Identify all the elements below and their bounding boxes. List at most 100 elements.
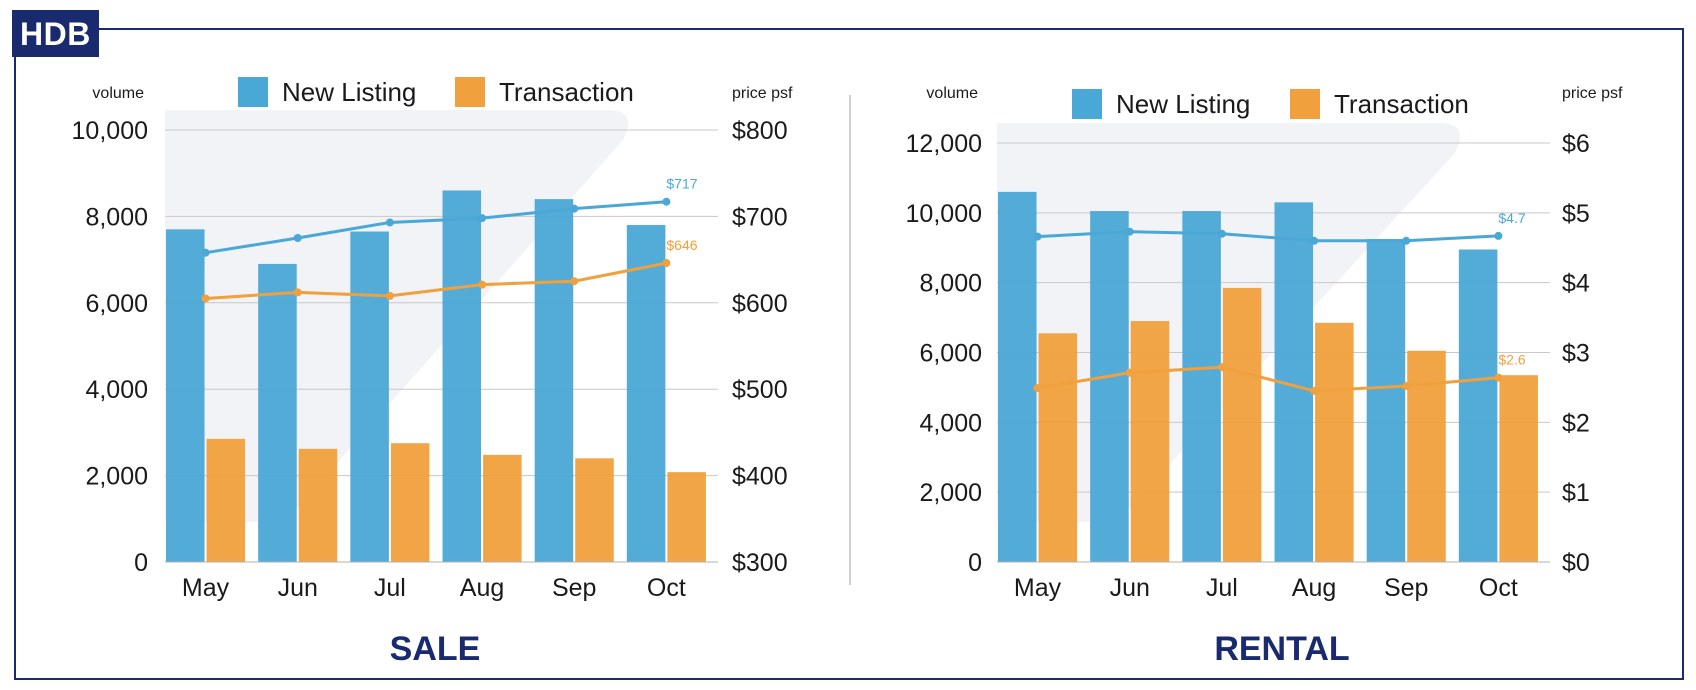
x-tick-label: Jul (1206, 574, 1238, 602)
hdb-badge: HDB (12, 10, 99, 57)
x-tick-label: Jul (374, 574, 406, 602)
x-tick-label: Jun (1110, 574, 1150, 602)
bar-transaction (298, 448, 338, 562)
line-end-label: $717 (666, 176, 697, 192)
bar-transaction (1499, 375, 1538, 562)
bar-transaction (206, 438, 246, 562)
bar-transaction (1130, 321, 1170, 562)
y2-tick-label: $700 (732, 203, 788, 231)
bar-new-listing (998, 191, 1037, 562)
y2-tick-label: $3 (1562, 340, 1590, 368)
y-tick-label: 10,000 (72, 117, 148, 145)
left-axis-label: volume (926, 85, 978, 102)
x-tick-label: Aug (460, 574, 504, 602)
bar-transaction (1222, 287, 1262, 562)
x-tick-label: Sep (1384, 574, 1428, 602)
bar-new-listing (626, 225, 666, 563)
line-point (570, 277, 579, 286)
x-tick-label: May (182, 574, 230, 602)
line-point (293, 234, 302, 242)
x-tick-label: Oct (1479, 574, 1518, 602)
line-point (385, 291, 394, 300)
bar-new-listing (1182, 211, 1221, 562)
line-point (1125, 227, 1134, 236)
line-point (1494, 373, 1503, 382)
legend-swatch-new-listing (238, 77, 268, 107)
line-new-listing-price (205, 200, 667, 255)
y-tick-label: 2,000 (919, 479, 982, 507)
y-tick-label: 4,000 (919, 409, 982, 437)
bar-new-listing (350, 231, 389, 562)
x-tick-label: Jun (278, 574, 318, 602)
legend-swatch-transaction (1290, 89, 1320, 119)
bar-new-listing (258, 263, 297, 562)
legend-swatch-transaction (455, 77, 485, 107)
chart-title: SALE (390, 630, 481, 668)
line-point (662, 259, 671, 268)
y2-tick-label: $4 (1562, 270, 1590, 298)
bar-new-listing (1090, 211, 1129, 562)
y-tick-label: 0 (968, 549, 982, 577)
line-point (293, 288, 302, 297)
line-point (478, 280, 487, 289)
line-point (1310, 236, 1319, 245)
right-axis-label: price psf (1562, 85, 1623, 102)
x-tick-label: Oct (647, 574, 686, 602)
y2-tick-label: $5 (1562, 200, 1590, 228)
y-tick-label: 12,000 (906, 130, 982, 158)
line-end-label: $2.6 (1498, 352, 1525, 368)
line-point (478, 214, 487, 223)
line-transaction-price (205, 261, 667, 300)
line-point (201, 294, 210, 303)
x-tick-label: Aug (1292, 574, 1336, 602)
legend-label: New Listing (1116, 89, 1250, 119)
line-point (1310, 386, 1319, 395)
line-point (1033, 232, 1042, 241)
line-point (1217, 229, 1226, 238)
bar-new-listing (166, 229, 205, 563)
bar-new-listing (442, 190, 482, 563)
x-tick-label: Sep (552, 574, 596, 602)
y-tick-label: 0 (134, 549, 148, 577)
bar-transaction (483, 454, 522, 562)
line-point (1125, 368, 1134, 377)
y2-tick-label: $800 (732, 117, 788, 145)
bar-transaction (575, 458, 614, 562)
y-tick-label: 10,000 (906, 200, 982, 228)
y-tick-label: 6,000 (85, 290, 148, 318)
line-end-label: $4.7 (1498, 210, 1525, 226)
legend-label: Transaction (499, 77, 634, 107)
bar-transaction (1038, 333, 1078, 562)
y2-tick-label: $2 (1562, 409, 1590, 437)
line-point (1217, 363, 1226, 372)
line-transaction-price (1037, 365, 1499, 393)
line-point (201, 248, 210, 257)
y2-tick-label: $500 (732, 376, 788, 404)
bar-transaction (667, 472, 706, 562)
bar-new-listing (1458, 249, 1498, 562)
legend-label: Transaction (1334, 89, 1469, 119)
line-point (1494, 231, 1503, 240)
y2-tick-label: $0 (1562, 549, 1590, 577)
line-point (385, 218, 394, 227)
bar-transaction (390, 443, 430, 562)
line-point (662, 197, 671, 206)
bar-new-listing (534, 199, 574, 562)
left-axis-label: volume (92, 85, 144, 102)
y2-tick-label: $400 (732, 463, 788, 491)
y2-tick-label: $600 (732, 290, 788, 318)
line-point (570, 204, 579, 213)
y-tick-label: 8,000 (85, 203, 148, 231)
bar-new-listing (1366, 239, 1406, 563)
y-tick-label: 2,000 (85, 463, 148, 491)
line-point (1402, 236, 1411, 245)
x-tick-label: May (1014, 574, 1062, 602)
y-tick-label: 4,000 (85, 376, 148, 404)
line-point (1033, 384, 1042, 393)
line-end-label: $646 (666, 237, 697, 253)
y2-tick-label: $300 (732, 549, 788, 577)
y2-tick-label: $1 (1562, 479, 1590, 507)
chart-frame (14, 28, 1684, 680)
y-tick-label: 8,000 (919, 270, 982, 298)
